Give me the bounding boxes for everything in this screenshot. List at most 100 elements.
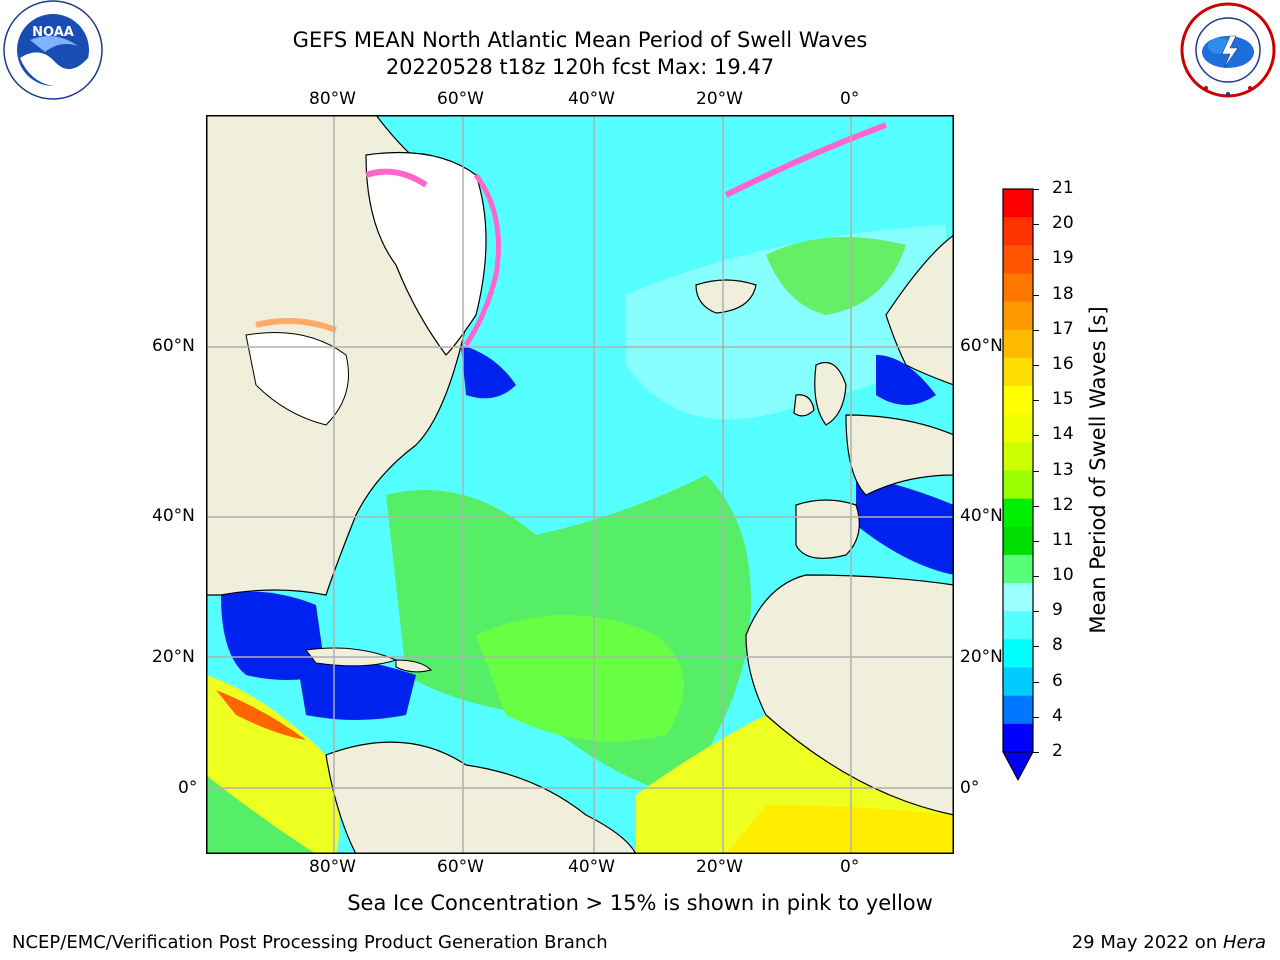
colorbar-tick-mark (1033, 752, 1039, 753)
land-iceland (695, 279, 757, 314)
lat-label-left: 40°N (152, 506, 195, 526)
lat-label-left: 20°N (152, 647, 195, 667)
sea-ice-caption: Sea Ice Concentration > 15% is shown in … (347, 891, 933, 915)
colorbar-tick-label: 8 (1052, 635, 1063, 656)
colorbar-tick-label: 10 (1052, 565, 1074, 586)
map-frame (206, 115, 954, 854)
noaa-logo-text: NOAA (32, 25, 74, 40)
colorbar-tick-mark (1033, 435, 1039, 437)
colorbar-tick-mark (1033, 400, 1039, 402)
colorbar-tick-mark (1033, 470, 1039, 472)
colorbar-tick-mark (1033, 294, 1039, 296)
colorbar (1002, 188, 1034, 782)
colorbar-segment (1003, 470, 1033, 500)
land-south-america (325, 741, 637, 854)
land-greenland (365, 151, 487, 356)
colorbar-tick-label: 4 (1052, 705, 1063, 726)
colorbar-tick-mark (1033, 646, 1039, 648)
swell-zone-blue-caribbean (296, 655, 416, 720)
colorbar-segment (1003, 498, 1033, 528)
sea-ice-edge (463, 173, 501, 347)
colorbar-extend-arrow (1002, 751, 1034, 782)
graticule (206, 115, 954, 854)
footer-producer: NCEP/EMC/Verification Post Processing Pr… (12, 932, 608, 953)
colorbar-label: Mean Period of Swell Waves [s] (1086, 306, 1110, 634)
colorbar-tick-mark (1033, 681, 1039, 683)
colorbar-tick-label: 2 (1052, 741, 1063, 761)
colorbar-tick-label: 18 (1052, 283, 1074, 304)
colorbar-tick-label: 15 (1052, 389, 1074, 410)
colorbar-segment (1003, 723, 1033, 753)
colorbar-tick-mark (1033, 189, 1039, 190)
colorbar-segment (1003, 695, 1033, 725)
colorbar-tick-mark (1033, 611, 1039, 613)
swell-zone-green-ne (766, 237, 906, 315)
colorbar-segment (1003, 329, 1033, 359)
nws-logo-icon (1180, 2, 1276, 98)
colorbar-tick-mark (1033, 224, 1039, 226)
lon-label-top: 60°W (437, 89, 484, 109)
lon-label-bottom: 60°W (437, 857, 484, 877)
lat-label-right: 20°N (960, 647, 1003, 667)
map-subtitle: 20220528 t18z 120h fcst Max: 19.47 (385, 55, 775, 79)
colorbar-tick-label: 14 (1052, 424, 1074, 445)
lat-label-right: 40°N (960, 506, 1003, 526)
colorbar-tick-mark (1033, 329, 1039, 331)
swell-zone-orange-pacific (216, 690, 306, 740)
lon-label-top: 0° (840, 89, 860, 109)
colorbar-segment (1003, 554, 1033, 584)
lon-label-top: 80°W (309, 89, 356, 109)
map-title: GEFS MEAN North Atlantic Mean Period of … (292, 28, 868, 52)
colorbar-tick-label: 6 (1052, 670, 1063, 691)
colorbar-tick-label: 21 (1052, 178, 1074, 198)
colorbar-tick-label: 13 (1052, 459, 1074, 480)
footer-date-text: 29 May 2022 on (1071, 932, 1223, 953)
colorbar-tick-mark (1033, 505, 1039, 507)
colorbar-segment (1003, 217, 1033, 246)
colorbar-tick-label: 12 (1052, 494, 1074, 515)
colorbar-segment (1003, 583, 1033, 612)
swell-zone-blue-labrador (461, 345, 516, 399)
land-africa (745, 574, 954, 816)
colorbar-segment (1003, 639, 1033, 669)
lon-label-bottom: 20°W (696, 857, 743, 877)
lat-label-left: 60°N (152, 336, 195, 356)
footer-date: 29 May 2022 on Hera (1072, 932, 1266, 953)
lat-label-right: 0° (960, 778, 980, 798)
lon-label-top: 40°W (568, 89, 615, 109)
colorbar-tick-mark (1033, 259, 1039, 261)
colorbar-segment (1003, 245, 1033, 274)
colorbar-segment (1003, 357, 1033, 387)
lat-label-right: 60°N (960, 336, 1003, 356)
lon-label-bottom: 80°W (309, 857, 356, 877)
colorbar-segment (1003, 526, 1033, 556)
colorbar-tick-mark (1033, 364, 1039, 366)
lon-label-bottom: 0° (840, 857, 860, 877)
colorbar-segment (1003, 611, 1033, 640)
colorbar-tick-mark (1033, 576, 1039, 578)
colorbar-tick-label: 11 (1052, 529, 1074, 550)
swell-zone-green-light (476, 615, 684, 742)
colorbar-tick-label: 9 (1052, 600, 1063, 621)
swell-period-map (206, 115, 954, 854)
lon-label-bottom: 40°W (568, 857, 615, 877)
colorbar-segment (1003, 301, 1033, 331)
land-ireland (793, 394, 815, 417)
colorbar-segment (1003, 442, 1033, 471)
colorbar-segment (1003, 667, 1033, 697)
swell-zone-blue-med (856, 475, 954, 575)
colorbar-tick-label: 16 (1052, 353, 1074, 374)
colorbar-segment (1003, 273, 1033, 303)
lon-label-top: 20°W (696, 89, 743, 109)
land-britain (814, 361, 847, 426)
colorbar-tick-mark (1033, 540, 1039, 542)
colorbar-tick-mark (1033, 716, 1039, 718)
colorbar-segment (1003, 189, 1033, 218)
colorbar-tick-label: 20 (1052, 213, 1074, 234)
colorbar-segment (1003, 386, 1033, 415)
land-iberia (795, 499, 860, 559)
colorbar-tick-label: 17 (1052, 318, 1074, 339)
swell-zone-blue-northsea (876, 355, 936, 405)
hudson-bay (245, 332, 349, 426)
colorbar-segment (1003, 414, 1033, 443)
